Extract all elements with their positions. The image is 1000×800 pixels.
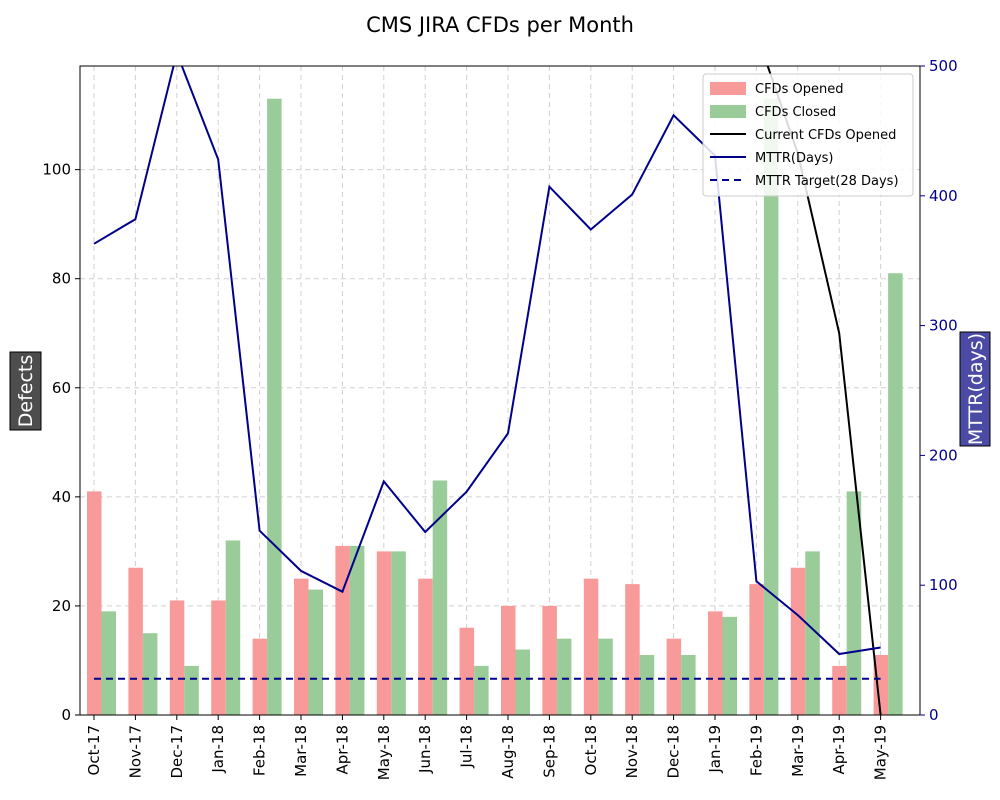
y2-tick-label: 300 [929,317,958,335]
y-tick-label: 40 [52,488,71,506]
y-axis-label-right: MTTR(days) [959,331,991,447]
x-tick-label: Oct-17 [85,725,103,775]
bar-closed [639,655,655,715]
y2-tick-label: 0 [929,706,939,724]
y-tick-label: 60 [52,379,71,397]
x-tick-label: Mar-19 [789,725,807,777]
bar-opened [790,567,806,715]
x-tick-label: Feb-18 [251,725,269,776]
x-axis: Oct-17 Nov-17 Dec-17 Jan-18 Feb-18 Mar-18 Apr-… [85,715,890,780]
x-tick-label: Jun-18 [416,725,434,774]
bar-closed [474,665,489,715]
y2-tick-label: 100 [929,576,958,594]
bar-closed [598,638,613,715]
bar-closed [805,551,820,715]
legend-box [702,73,914,197]
bar-closed [888,273,903,715]
legend-label: CFDs Opened [755,82,843,97]
legend-label: Current CFDs Opened [755,128,896,143]
chart-title: CMS JIRA CFDs per Month [366,13,634,37]
bar-closed [184,665,199,715]
y2-tick-label: 500 [929,57,958,75]
bar-opened [542,605,557,715]
bar-closed [142,633,158,715]
y-tick-label: 100 [42,161,71,179]
bar-opened [583,578,599,715]
bar-opened [87,491,102,715]
x-tick-label: Feb-19 [747,725,765,776]
line-mttr [93,66,881,656]
bar-opened [873,655,889,715]
bar-closed [432,480,448,715]
bar-opened [501,605,516,715]
x-tick-label: Mar-18 [292,725,310,777]
y-axis-label-left: Defects [9,351,42,431]
y-tick-label: 80 [52,270,71,288]
x-tick-label: Jul-18 [458,725,476,769]
bar-opened [666,638,682,715]
bar-closed [681,655,696,715]
bar-opened [169,600,185,715]
legend-swatch [710,82,746,95]
bar-opened [625,584,640,715]
bar-opened [211,600,226,715]
bar-closed [267,98,282,716]
y-tick-label: 20 [52,597,71,615]
bar-opened [128,567,143,715]
bar-closed [225,540,241,715]
bar-opened [418,578,433,715]
legend: CFDs Opened CFDs Closed Current CFDs Opene… [702,73,914,197]
plot-frame [79,65,921,716]
x-tick-label: Nov-18 [623,725,641,778]
y-tick-label: 0 [61,706,71,724]
x-tick-label: Jan-19 [706,725,724,774]
bar-opened [252,638,268,715]
bar-opened [708,611,723,715]
x-tick-label: Aug-18 [499,725,517,779]
x-tick-label: Apr-18 [333,725,351,775]
y-axis-label-right-box [959,331,991,447]
x-tick-label: Jan-18 [209,725,227,774]
bar-closed [846,491,862,715]
y-axis-label-left-box [9,351,42,431]
y-axis-label-left-text: Defects [15,355,37,428]
x-tick-label: Sep-18 [540,725,558,778]
legend-label: CFDs Closed [755,105,836,120]
x-tick-label: Apr-19 [830,725,848,775]
bar-opened [459,627,475,715]
x-tick-label: Oct-18 [582,725,600,775]
bar-opened [376,551,392,715]
bar-closed [308,589,323,715]
bar-closed [349,545,365,715]
legend-label: MTTR(Days) [755,151,834,166]
y-axis-right: 0 100 200 300 400 500 [920,57,958,724]
bar-opened [294,578,309,715]
x-tick-label: May-18 [375,725,393,780]
y2-tick-label: 200 [929,446,958,464]
x-tick-label: Dec-18 [665,725,683,779]
x-tick-label: May-19 [872,725,890,780]
bar-opened [749,584,764,715]
bar-closed [763,98,779,716]
x-tick-label: Dec-17 [168,725,186,779]
legend-swatch [710,105,746,118]
bar-opened [335,545,350,715]
bar-closed [515,649,530,715]
bar-closed [556,638,572,715]
bar-closed [722,616,737,715]
legend-label: MTTR Target(28 Days) [755,174,899,189]
bar-closed [391,551,406,715]
x-tick-label: Nov-17 [126,725,144,778]
y-axis-left: 0 20 40 60 80 100 [42,161,80,724]
bar-closed [101,611,116,715]
bar-opened [832,665,847,715]
y2-tick-label: 400 [929,187,958,205]
y-axis-label-right-text: MTTR(days) [965,333,987,445]
